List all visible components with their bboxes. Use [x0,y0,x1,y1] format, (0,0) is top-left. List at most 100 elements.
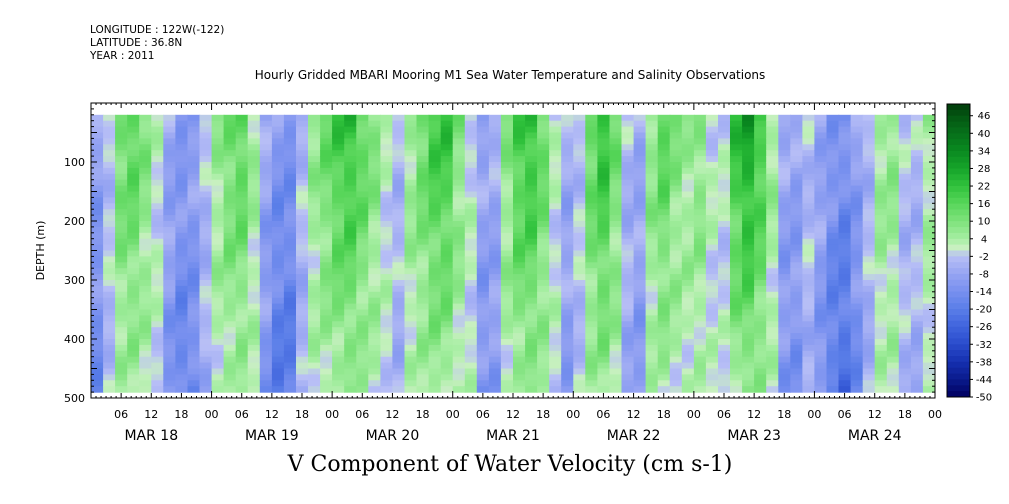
heatmap-cell [115,203,128,210]
heatmap-cell [440,368,454,375]
heatmap-cell [838,297,852,305]
x-tick-label: 18 [295,408,309,421]
heatmap-cell [693,185,707,193]
heatmap-cell [127,132,140,139]
heatmap-cell [103,368,116,375]
heatmap-cell [356,315,369,322]
heatmap-cell [826,315,840,322]
heatmap-cell [115,120,128,128]
heatmap-cell [886,274,900,281]
heatmap-cell [296,132,309,139]
heatmap-cell [802,167,816,175]
heatmap-cell [344,321,357,328]
heatmap-cell [802,380,816,387]
heatmap-cell [247,374,261,381]
heatmap-cell [296,232,309,240]
colorbar-bin [947,109,970,117]
heatmap-cell [320,203,333,210]
heatmap-cell [742,344,755,352]
heatmap-cell [573,339,586,346]
heatmap-cell [187,280,201,287]
heatmap-cell [681,362,695,370]
heatmap-cell [223,173,237,181]
heatmap-cell [416,126,430,134]
heatmap-cell [790,291,803,299]
heatmap-cell [681,238,695,246]
heatmap-cell [573,138,586,145]
heatmap-cell [308,144,321,151]
heatmap-cell [669,191,683,198]
heatmap-cell [922,185,935,193]
heatmap-cell [718,333,731,340]
heatmap-cell [404,297,418,305]
heatmap-cell [151,138,164,145]
heatmap-cell [247,333,261,340]
heatmap-cell [730,315,743,322]
heatmap-cell [452,350,466,358]
colorbar-label: -32 [976,340,992,351]
heatmap-cell [103,350,116,358]
heatmap-cell [175,386,189,393]
heatmap-cell [476,368,490,375]
heatmap-cell [597,274,611,281]
heatmap-cell [344,303,357,311]
heatmap-cell [621,291,635,299]
heatmap-cell [910,350,924,358]
heatmap-cell [513,380,526,387]
heatmap-cell [573,144,586,151]
heatmap-cell [790,162,803,169]
heatmap-cell [802,291,816,299]
heatmap-cell [838,315,852,322]
heatmap-cell [910,327,924,334]
heatmap-cell [681,150,695,157]
heatmap-cell [259,138,273,145]
heatmap-cell [344,256,357,263]
heatmap-cell [151,327,164,334]
heatmap-cell [718,356,731,364]
heatmap-cell [633,179,647,187]
heatmap-cell [898,244,912,252]
heatmap-cell [308,291,321,299]
heatmap-cell [645,132,659,139]
heatmap-cell [223,333,237,340]
heatmap-cell [754,350,767,358]
heatmap-cell [730,191,743,198]
heatmap-cell [320,209,333,216]
heatmap-cell [500,333,514,340]
heatmap-cell [115,132,128,139]
heatmap-cell [718,191,731,198]
heatmap-cell [440,344,454,352]
heatmap-cell [476,114,490,122]
heatmap-cell [910,215,924,222]
heatmap-cell [742,315,755,322]
heatmap-cell [103,244,116,252]
heatmap-cell [103,344,116,352]
heatmap-cell [573,203,586,210]
heatmap-cell [742,150,755,157]
heatmap-cell [175,374,189,381]
heatmap-cell [814,280,828,287]
heatmap-cell [513,333,526,340]
colorbar-label: 28 [978,164,991,175]
heatmap-cell [778,162,791,169]
heatmap-cell [392,250,406,257]
heatmap-cell [537,280,550,287]
heatmap-cell [247,274,261,281]
heatmap-cell [163,132,176,139]
heatmap-cell [838,209,852,216]
heatmap-cell [332,226,345,234]
heatmap-cell [187,380,201,387]
heatmap-cell [633,321,647,328]
heatmap-cell [356,238,369,246]
heatmap-cell [91,339,104,346]
heatmap-cell [754,256,767,263]
heatmap-cell [115,333,128,340]
heatmap-cell [681,374,695,381]
heatmap-cell [790,285,803,293]
heatmap-cell [549,297,562,305]
heatmap-cell [247,256,261,263]
heatmap-cell [416,173,430,181]
heatmap-cell [573,297,586,305]
heatmap-cell [633,226,647,234]
heatmap-cell [344,144,357,151]
